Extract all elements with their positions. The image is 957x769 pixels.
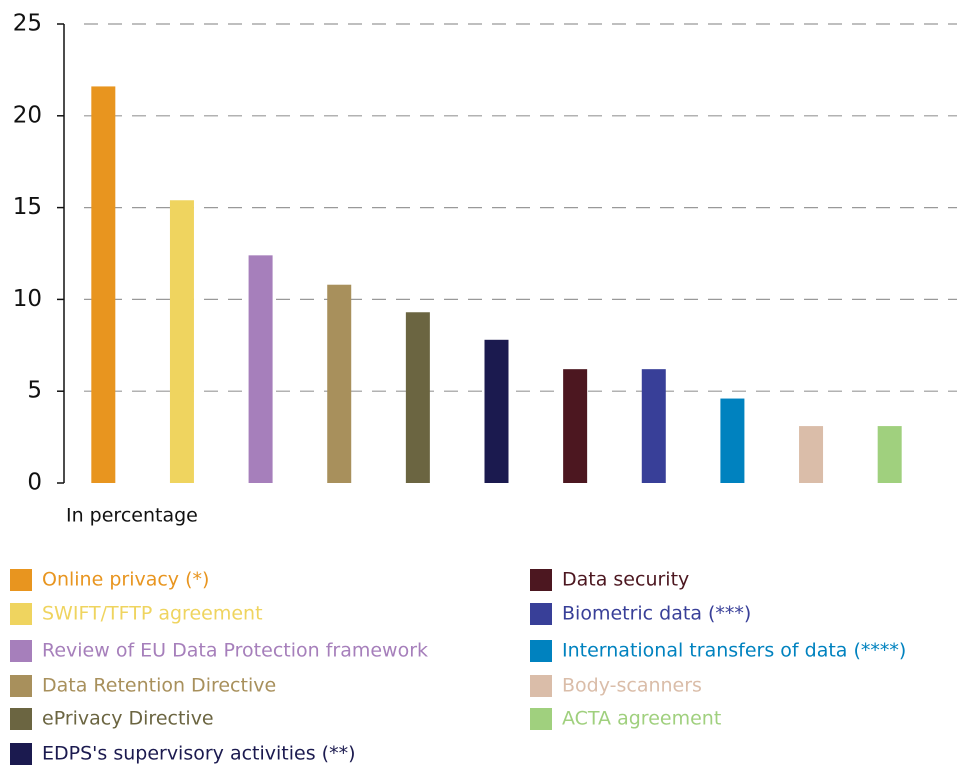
bar <box>720 398 745 483</box>
legend-label: Review of EU Data Protection framework <box>42 640 428 662</box>
legend-label: SWIFT/TFTP agreement <box>42 603 263 625</box>
legend-label: Data Retention Directive <box>42 675 276 697</box>
legend-swatch <box>530 640 552 662</box>
legend-swatch <box>10 640 32 662</box>
bar <box>484 339 509 483</box>
legend-label: EDPS's supervisory activities (**) <box>42 743 355 765</box>
legend-swatch <box>10 569 32 591</box>
legend-swatch <box>530 708 552 730</box>
legend-label: Data security <box>562 569 689 591</box>
y-tick-label: 25 <box>13 11 42 37</box>
legend-swatch <box>10 743 32 765</box>
y-tick-label: 0 <box>27 470 42 496</box>
bar <box>248 255 273 483</box>
y-tick-label: 20 <box>13 102 42 128</box>
legend-swatch <box>530 603 552 625</box>
bar <box>877 426 902 483</box>
bar <box>641 369 666 483</box>
bar <box>799 426 824 483</box>
legend-label: Biometric data (***) <box>562 603 751 625</box>
legend-swatch <box>530 569 552 591</box>
legend-label: International transfers of data (****) <box>562 640 906 662</box>
bar <box>91 86 116 483</box>
y-tick-label: 10 <box>13 286 42 312</box>
bar <box>405 312 430 483</box>
bar <box>169 200 194 484</box>
legend-swatch <box>10 675 32 697</box>
legend-label: ACTA agreement <box>562 708 721 730</box>
legend-label: ePrivacy Directive <box>42 708 214 730</box>
bar <box>327 284 352 483</box>
legend-swatch <box>10 603 32 625</box>
legend-label: Body-scanners <box>562 675 702 697</box>
legend-swatch <box>10 708 32 730</box>
y-tick-label: 15 <box>13 194 42 220</box>
y-tick-label: 5 <box>27 378 42 404</box>
bar <box>563 369 588 483</box>
legend-swatch <box>530 675 552 697</box>
x-axis-label: In percentage <box>66 505 198 527</box>
legend-label: Online privacy (*) <box>42 569 209 591</box>
